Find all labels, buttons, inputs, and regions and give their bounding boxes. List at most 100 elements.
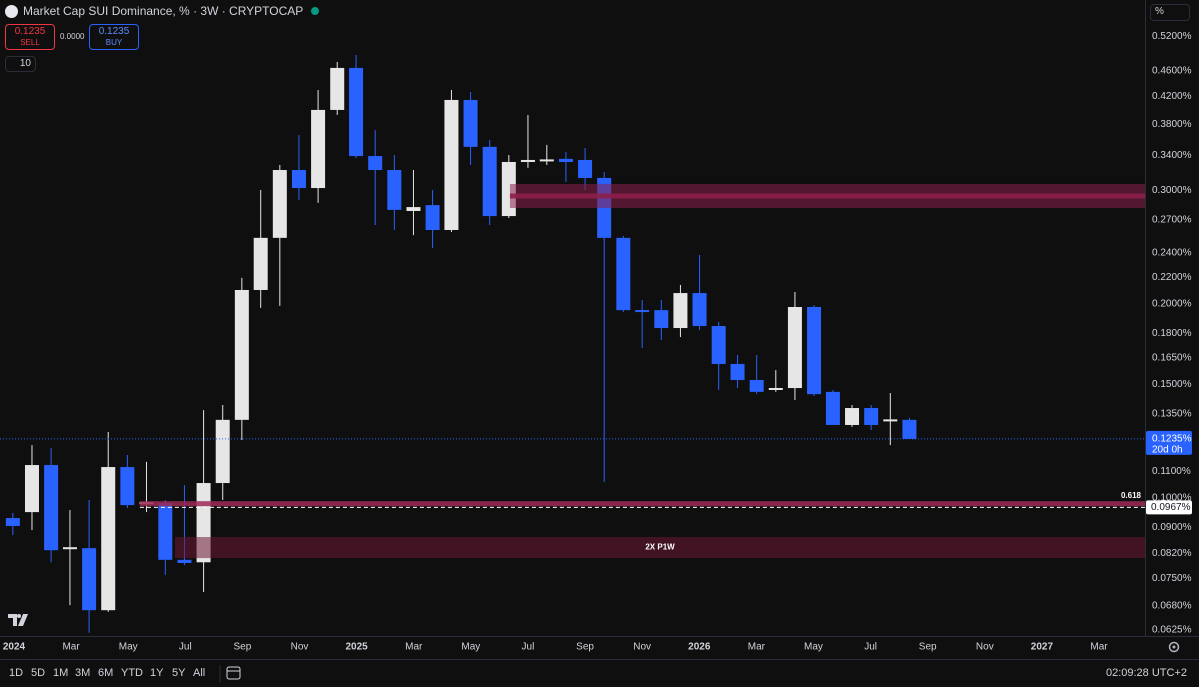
y-tick-label: 0.4600% bbox=[1152, 65, 1192, 76]
range-button[interactable]: 5Y bbox=[172, 667, 186, 679]
candle-body bbox=[673, 293, 688, 329]
candle-body bbox=[730, 363, 745, 381]
candle-body bbox=[330, 67, 345, 110]
candle-body bbox=[654, 310, 669, 329]
bar-countdown: 20d 0h bbox=[1152, 445, 1183, 456]
y-tick-label: 0.3400% bbox=[1152, 150, 1192, 161]
y-tick-label: 0.0820% bbox=[1152, 548, 1192, 559]
indicator-count: 10 bbox=[19, 58, 31, 69]
candle-body bbox=[177, 559, 192, 563]
candle-body bbox=[215, 419, 230, 484]
price-label: 0.0967% bbox=[1151, 502, 1191, 513]
range-button[interactable]: YTD bbox=[121, 667, 143, 679]
candle-body bbox=[539, 159, 554, 162]
fib-label: 0.618 bbox=[1121, 491, 1142, 500]
candle-body bbox=[387, 170, 402, 210]
clock: 02:09:28 UTC+2 bbox=[1105, 667, 1187, 679]
tv-logo bbox=[8, 614, 28, 626]
x-tick-label: 2024 bbox=[3, 642, 26, 653]
candle-body bbox=[558, 158, 573, 162]
x-tick-label: May bbox=[461, 642, 480, 653]
candle-body bbox=[425, 205, 440, 231]
range-button[interactable]: All bbox=[193, 667, 206, 679]
last-price-label: 0.1235% bbox=[1152, 434, 1192, 445]
buy-label: BUY bbox=[105, 38, 123, 47]
zone-label: 2X P1W bbox=[645, 543, 675, 552]
x-tick-label: May bbox=[119, 642, 138, 653]
candle-body bbox=[44, 465, 59, 551]
candle-body bbox=[24, 465, 39, 513]
candle-body bbox=[406, 207, 421, 211]
candle-body bbox=[82, 548, 97, 611]
range-button[interactable]: 6M bbox=[98, 667, 114, 679]
x-tick-label: Sep bbox=[234, 642, 252, 653]
candle-body bbox=[845, 408, 860, 425]
candle-body bbox=[62, 547, 77, 550]
candle-body bbox=[749, 380, 764, 392]
price-zone bbox=[175, 537, 1145, 559]
candle-body bbox=[825, 391, 840, 425]
x-tick-label: 2027 bbox=[1031, 642, 1054, 653]
sell-button[interactable]: 0.1235 SELL bbox=[5, 24, 55, 50]
candle-body bbox=[864, 408, 879, 425]
x-tick-label: Jul bbox=[522, 642, 535, 653]
candle-body bbox=[349, 67, 364, 157]
x-tick-label: Nov bbox=[291, 642, 309, 653]
y-tick-label: 0.1500% bbox=[1152, 379, 1192, 390]
range-button[interactable]: 3M bbox=[75, 667, 91, 679]
y-tick-label: 0.0900% bbox=[1152, 522, 1192, 533]
range-button[interactable]: 1M bbox=[53, 667, 69, 679]
fib-level bbox=[139, 501, 1145, 507]
y-tick-label: 0.1100% bbox=[1152, 466, 1191, 477]
candle-body bbox=[234, 289, 249, 420]
candle-body bbox=[120, 467, 135, 506]
x-tick-label: Sep bbox=[576, 642, 594, 653]
y-tick-label: 0.4200% bbox=[1152, 91, 1192, 102]
y-tick-label: 0.0625% bbox=[1152, 624, 1192, 635]
candle-body bbox=[253, 237, 268, 290]
y-tick-label: 0.3800% bbox=[1152, 119, 1192, 130]
last-price-box bbox=[1146, 430, 1192, 455]
x-tick-label: Mar bbox=[62, 642, 80, 653]
candle-body bbox=[444, 99, 459, 231]
calendar-icon[interactable] bbox=[219, 665, 241, 682]
x-tick-label: Jul bbox=[179, 642, 192, 653]
buy-button[interactable]: 0.1235 BUY bbox=[89, 24, 139, 50]
x-tick-label: Mar bbox=[405, 642, 423, 653]
indicators-toggle[interactable]: 10 bbox=[5, 56, 36, 72]
candle-body bbox=[883, 419, 898, 422]
candle-body bbox=[787, 307, 802, 389]
range-button[interactable]: 5D bbox=[31, 667, 46, 679]
candle-body bbox=[158, 503, 173, 560]
x-tick-label: Mar bbox=[1090, 642, 1108, 653]
buy-price: 0.1235 bbox=[98, 26, 130, 37]
x-tick-label: Mar bbox=[748, 642, 766, 653]
candle-body bbox=[578, 159, 593, 178]
chart-title: Market Cap SUI Dominance, % · 3W · CRYPT… bbox=[23, 4, 304, 18]
y-tick-label: 0.2700% bbox=[1152, 215, 1192, 226]
price-label-box bbox=[1146, 500, 1192, 515]
sell-price: 0.1235 bbox=[14, 26, 46, 37]
x-tick-label: Jul bbox=[864, 642, 877, 653]
range-button[interactable]: 1Y bbox=[150, 667, 164, 679]
spread: 0.0000 bbox=[60, 32, 85, 41]
chart-header: Market Cap SUI Dominance, % · 3W · CRYPT… bbox=[5, 4, 320, 18]
settings-gear[interactable] bbox=[1168, 641, 1180, 653]
range-button[interactable]: 1D bbox=[9, 667, 24, 679]
candle-body bbox=[311, 109, 326, 189]
x-tick-label: 2025 bbox=[346, 642, 369, 653]
scale-mode[interactable]: % bbox=[1150, 4, 1190, 21]
candle-body bbox=[635, 310, 650, 313]
candle-body bbox=[520, 159, 535, 162]
candle-body bbox=[711, 326, 726, 364]
candle-body bbox=[272, 170, 287, 238]
y-tick-label: 0.2200% bbox=[1152, 272, 1192, 283]
candle-body bbox=[692, 293, 707, 327]
scale-mode-label: % bbox=[1155, 6, 1164, 17]
y-tick-label: 0.2400% bbox=[1152, 247, 1192, 258]
x-tick-label: Sep bbox=[919, 642, 937, 653]
sell-label: SELL bbox=[20, 38, 40, 47]
y-tick-label: 0.0750% bbox=[1152, 573, 1192, 584]
candle-body bbox=[5, 518, 20, 526]
